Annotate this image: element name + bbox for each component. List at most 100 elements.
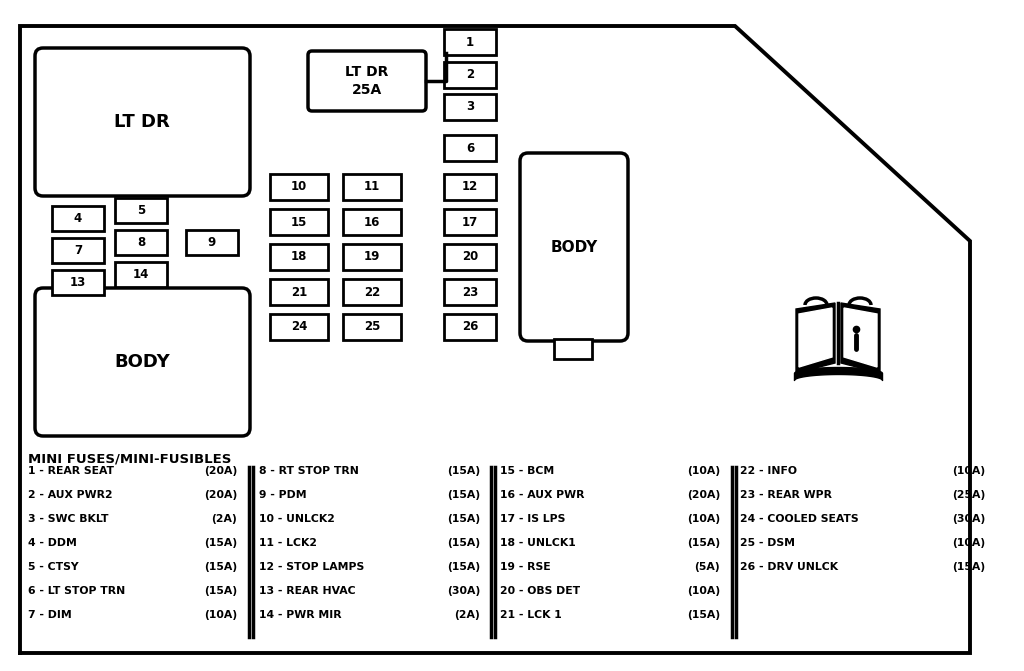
Text: 5: 5: [137, 204, 145, 217]
Bar: [270, 174, 328, 200]
Text: (20A): (20A): [204, 466, 237, 476]
Text: 26 - DRV UNLCK: 26 - DRV UNLCK: [740, 562, 838, 572]
Text: (2A): (2A): [211, 514, 237, 524]
Text: BODY: BODY: [114, 353, 170, 371]
Bar: [270, 279, 328, 305]
Text: 1: 1: [466, 36, 474, 48]
Text: 23: 23: [462, 285, 478, 299]
Text: 8: 8: [137, 236, 145, 249]
Text: (25A): (25A): [951, 490, 985, 500]
Text: (15A): (15A): [687, 610, 720, 620]
Bar: [343, 209, 401, 235]
Text: 25 - DSM: 25 - DSM: [740, 538, 795, 548]
Text: 9: 9: [208, 236, 216, 249]
Text: (15A): (15A): [446, 514, 480, 524]
Text: 11 - LCK2: 11 - LCK2: [259, 538, 317, 548]
Text: (15A): (15A): [446, 490, 480, 500]
Bar: [115, 230, 167, 255]
Text: (15A): (15A): [204, 538, 237, 548]
Bar: [343, 244, 401, 270]
Text: 8 - RT STOP TRN: 8 - RT STOP TRN: [259, 466, 358, 476]
Bar: [52, 238, 104, 263]
Text: LT DR: LT DR: [114, 113, 170, 131]
Polygon shape: [841, 303, 880, 373]
Text: 22 - INFO: 22 - INFO: [740, 466, 797, 476]
Bar: [186, 230, 238, 255]
Text: 25: 25: [364, 321, 380, 333]
Text: 10 - UNLCK2: 10 - UNLCK2: [259, 514, 335, 524]
Bar: [52, 206, 104, 231]
Text: 17: 17: [462, 215, 478, 229]
Text: 13 - REAR HVAC: 13 - REAR HVAC: [259, 586, 355, 596]
Text: (15A): (15A): [952, 562, 985, 572]
Text: 6: 6: [466, 142, 474, 154]
Bar: [444, 314, 496, 340]
Text: 7 - DIM: 7 - DIM: [28, 610, 72, 620]
Text: 7: 7: [74, 244, 82, 257]
Bar: [444, 209, 496, 235]
FancyBboxPatch shape: [308, 51, 426, 111]
Text: 4: 4: [74, 212, 82, 225]
Text: 10: 10: [291, 180, 307, 193]
Polygon shape: [844, 308, 877, 367]
FancyBboxPatch shape: [520, 153, 628, 341]
Bar: [444, 62, 496, 88]
Bar: [444, 244, 496, 270]
Text: 2: 2: [466, 68, 474, 81]
Text: 24 - COOLED SEATS: 24 - COOLED SEATS: [740, 514, 859, 524]
Text: 12 - STOP LAMPS: 12 - STOP LAMPS: [259, 562, 365, 572]
Text: 14: 14: [133, 268, 150, 281]
Bar: [270, 244, 328, 270]
Bar: [270, 314, 328, 340]
Text: (20A): (20A): [204, 490, 237, 500]
Text: 20 - OBS DET: 20 - OBS DET: [500, 586, 581, 596]
Text: 21: 21: [291, 285, 307, 299]
Text: 18 - UNLCK1: 18 - UNLCK1: [500, 538, 575, 548]
Bar: [270, 209, 328, 235]
Bar: [115, 262, 167, 287]
Text: (10A): (10A): [952, 466, 985, 476]
Text: (10A): (10A): [687, 466, 720, 476]
Text: MINI FUSES/MINI-FUSIBLES: MINI FUSES/MINI-FUSIBLES: [28, 453, 231, 466]
Text: 2 - AUX PWR2: 2 - AUX PWR2: [28, 490, 113, 500]
Text: (30A): (30A): [446, 586, 480, 596]
Text: 24: 24: [291, 321, 307, 333]
Bar: [444, 279, 496, 305]
Text: 19 - RSE: 19 - RSE: [500, 562, 551, 572]
Polygon shape: [799, 308, 831, 367]
Text: 26: 26: [462, 321, 478, 333]
Text: (15A): (15A): [204, 586, 237, 596]
Text: 1 - REAR SEAT: 1 - REAR SEAT: [28, 466, 114, 476]
Text: 19: 19: [364, 250, 380, 264]
Text: 15 - BCM: 15 - BCM: [500, 466, 554, 476]
Text: 3: 3: [466, 101, 474, 113]
Bar: [444, 174, 496, 200]
Text: (5A): (5A): [694, 562, 720, 572]
Bar: [52, 270, 104, 295]
Text: 16: 16: [364, 215, 380, 229]
Text: 20: 20: [462, 250, 478, 264]
Text: (15A): (15A): [204, 562, 237, 572]
Text: 17 - IS LPS: 17 - IS LPS: [500, 514, 565, 524]
Text: 21 - LCK 1: 21 - LCK 1: [500, 610, 562, 620]
Text: 12: 12: [462, 180, 478, 193]
Text: 6 - LT STOP TRN: 6 - LT STOP TRN: [28, 586, 125, 596]
Bar: [343, 174, 401, 200]
Polygon shape: [796, 303, 835, 373]
Text: (15A): (15A): [687, 538, 720, 548]
Text: LT DR
25A: LT DR 25A: [345, 65, 389, 97]
Text: (15A): (15A): [446, 466, 480, 476]
Bar: [554, 339, 592, 359]
Text: (15A): (15A): [446, 538, 480, 548]
Text: 18: 18: [291, 250, 307, 264]
Text: 22: 22: [364, 285, 380, 299]
Text: 15: 15: [291, 215, 307, 229]
Text: 4 - DDM: 4 - DDM: [28, 538, 77, 548]
Text: (10A): (10A): [687, 586, 720, 596]
Text: (20A): (20A): [687, 490, 720, 500]
Text: 14 - PWR MIR: 14 - PWR MIR: [259, 610, 342, 620]
FancyBboxPatch shape: [35, 48, 250, 196]
Text: (2A): (2A): [455, 610, 480, 620]
Text: (15A): (15A): [446, 562, 480, 572]
Bar: [444, 94, 496, 120]
